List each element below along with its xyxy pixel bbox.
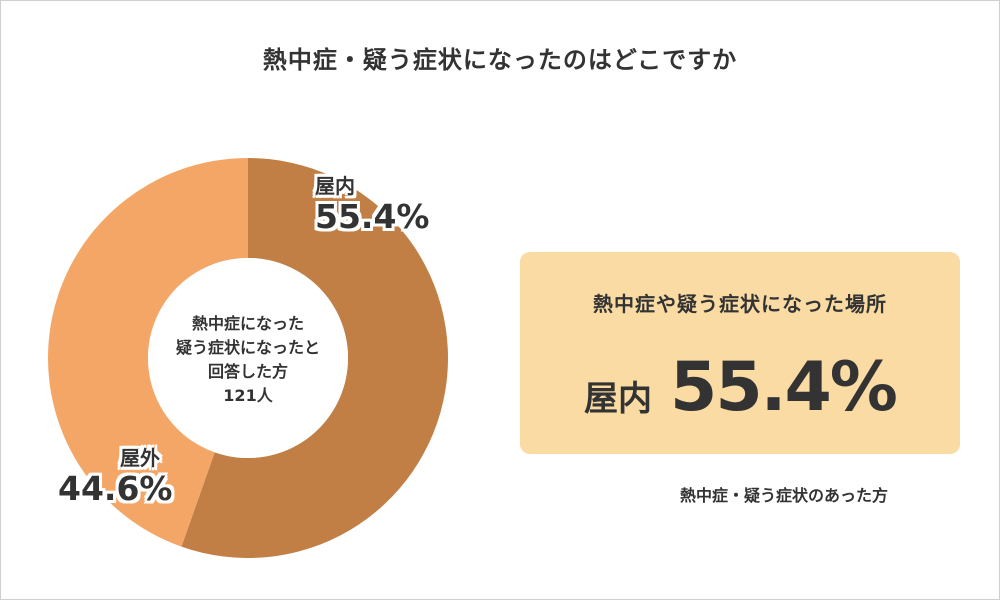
slice-label-value: 55.4% [315,197,430,236]
center-text-line: 回答した方 [207,362,288,381]
slice-label-outdoor: 屋外 44.6% [58,446,173,508]
chart-title: 熱中症・疑う症状になったのはどこですか [262,46,738,74]
highlight-name: 屋内 [584,379,653,419]
center-text-line: 疑う症状になったと [175,338,320,357]
slice-label-indoor: 屋内 55.4% [315,174,430,236]
footnote: 熱中症・疑う症状のあった方 [680,486,889,505]
highlight-box: 熱中症や疑う症状になった場所 屋内 55.4% [520,252,960,454]
center-text-line: 121人 [223,386,273,405]
donut-slice-outdoor [48,158,248,547]
center-text-line: 熱中症になった [191,314,304,333]
highlight-value-row: 屋内 55.4% [520,348,960,427]
highlight-value: 55.4% [670,348,898,427]
slice-label-name: 屋外 [120,446,160,470]
slice-label-name: 屋内 [315,174,355,198]
donut-hole [148,258,348,458]
donut-center-text: 熱中症になった 疑う症状になったと 回答した方 121人 [148,312,348,408]
slice-label-value: 44.6% [58,469,173,508]
highlight-heading: 熱中症や疑う症状になった場所 [593,292,887,316]
donut-slice-indoor [181,158,449,558]
